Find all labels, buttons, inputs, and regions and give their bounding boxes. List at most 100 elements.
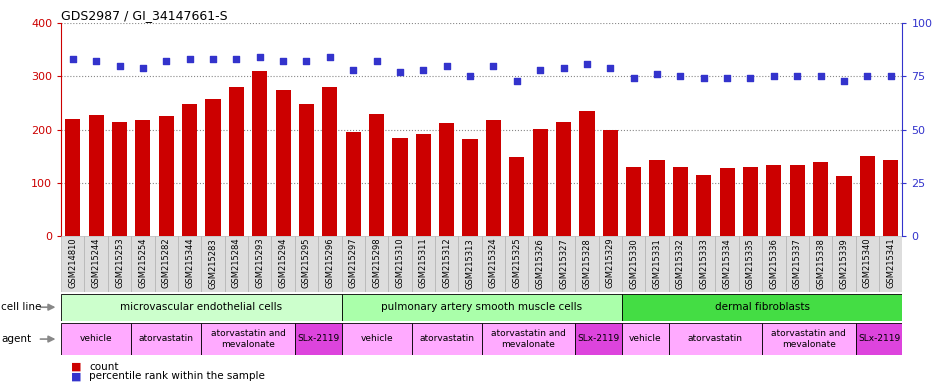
Point xyxy=(252,54,267,60)
Bar xyxy=(341,294,622,321)
Text: GSM215312: GSM215312 xyxy=(442,238,451,288)
Bar xyxy=(533,129,548,236)
Bar xyxy=(650,160,665,236)
Text: GSM215283: GSM215283 xyxy=(209,238,217,289)
Bar xyxy=(622,323,668,355)
Text: vehicle: vehicle xyxy=(80,334,113,343)
Bar xyxy=(762,236,786,292)
Bar xyxy=(462,139,478,236)
Point xyxy=(603,65,618,71)
Bar xyxy=(318,236,341,292)
Bar xyxy=(228,87,244,236)
Bar xyxy=(505,236,528,292)
Text: ■: ■ xyxy=(70,362,81,372)
Bar xyxy=(786,236,809,292)
Bar xyxy=(154,236,178,292)
Point xyxy=(112,63,127,69)
Bar xyxy=(322,87,337,236)
Bar xyxy=(392,137,408,236)
Text: GSM215254: GSM215254 xyxy=(138,238,148,288)
Text: GSM215282: GSM215282 xyxy=(162,238,171,288)
Text: GSM215313: GSM215313 xyxy=(465,238,475,289)
Point xyxy=(65,56,80,62)
Text: microvascular endothelial cells: microvascular endothelial cells xyxy=(120,302,282,312)
Bar xyxy=(556,122,572,236)
Bar xyxy=(88,115,103,236)
Bar xyxy=(719,168,735,236)
Point xyxy=(159,58,174,65)
Bar xyxy=(61,294,341,321)
Point xyxy=(88,58,103,65)
Bar xyxy=(365,236,388,292)
Point xyxy=(228,56,243,62)
Point xyxy=(135,65,150,71)
Text: cell line: cell line xyxy=(1,302,41,312)
Bar xyxy=(299,104,314,236)
Text: GSM215340: GSM215340 xyxy=(863,238,871,288)
Bar xyxy=(415,134,431,236)
Text: GSM215336: GSM215336 xyxy=(769,238,778,289)
Bar xyxy=(552,236,575,292)
Point xyxy=(650,71,665,77)
Text: GSM215296: GSM215296 xyxy=(325,238,335,288)
Point xyxy=(860,73,875,79)
Bar xyxy=(855,236,879,292)
Bar xyxy=(201,323,295,355)
Bar xyxy=(646,236,668,292)
Bar xyxy=(481,323,575,355)
Point xyxy=(579,60,594,66)
Point xyxy=(182,56,197,62)
Point xyxy=(720,75,735,81)
Bar xyxy=(622,236,646,292)
Bar xyxy=(860,156,875,236)
Bar xyxy=(159,116,174,236)
Bar xyxy=(272,236,295,292)
Point xyxy=(415,67,431,73)
Text: GSM215284: GSM215284 xyxy=(232,238,241,288)
Bar xyxy=(855,323,902,355)
Bar xyxy=(412,236,435,292)
Text: GSM215293: GSM215293 xyxy=(256,238,264,288)
Text: GSM215298: GSM215298 xyxy=(372,238,381,288)
Bar xyxy=(626,167,641,236)
Bar xyxy=(599,236,622,292)
Bar xyxy=(341,236,365,292)
Text: GSM215335: GSM215335 xyxy=(746,238,755,289)
Text: ■: ■ xyxy=(70,371,81,381)
Text: GSM215311: GSM215311 xyxy=(419,238,428,288)
Bar xyxy=(206,99,221,236)
Bar xyxy=(883,160,899,236)
Bar xyxy=(603,129,618,236)
Bar xyxy=(509,157,525,236)
Text: GSM215294: GSM215294 xyxy=(278,238,288,288)
Bar xyxy=(132,323,201,355)
Text: percentile rank within the sample: percentile rank within the sample xyxy=(89,371,265,381)
Point xyxy=(697,75,712,81)
Text: GSM215333: GSM215333 xyxy=(699,238,708,289)
Text: GSM215325: GSM215325 xyxy=(512,238,522,288)
Bar xyxy=(248,236,272,292)
Bar xyxy=(388,236,412,292)
Point xyxy=(486,63,501,69)
Bar xyxy=(575,236,599,292)
Text: GSM215327: GSM215327 xyxy=(559,238,568,289)
Text: GSM215326: GSM215326 xyxy=(536,238,544,289)
Bar xyxy=(108,236,132,292)
Bar xyxy=(692,236,715,292)
Point xyxy=(533,67,548,73)
Text: SLx-2119: SLx-2119 xyxy=(577,334,619,343)
Text: GSM215337: GSM215337 xyxy=(792,238,802,289)
Bar xyxy=(809,236,832,292)
Point xyxy=(322,54,337,60)
Text: GSM215329: GSM215329 xyxy=(605,238,615,288)
Bar xyxy=(668,236,692,292)
Bar xyxy=(622,294,902,321)
Point xyxy=(790,73,805,79)
Point xyxy=(556,65,572,71)
Text: GSM214810: GSM214810 xyxy=(69,238,77,288)
Bar xyxy=(61,323,132,355)
Bar xyxy=(65,119,81,236)
Bar xyxy=(813,162,828,236)
Text: GSM215332: GSM215332 xyxy=(676,238,685,289)
Text: GSM215331: GSM215331 xyxy=(652,238,662,289)
